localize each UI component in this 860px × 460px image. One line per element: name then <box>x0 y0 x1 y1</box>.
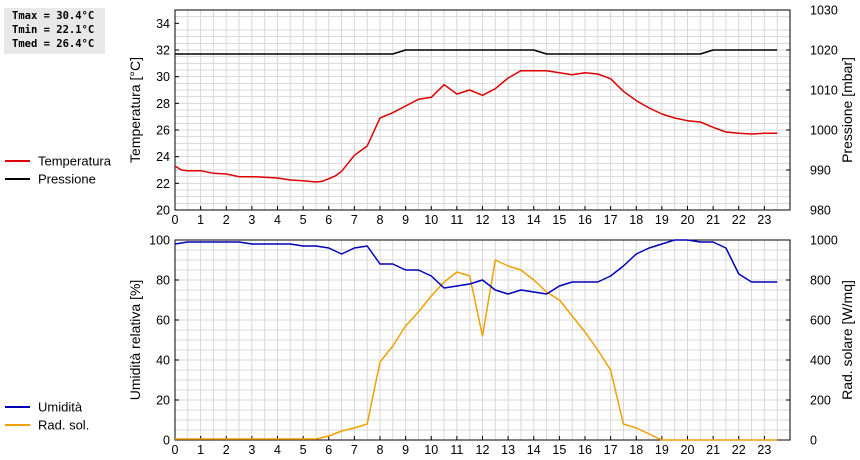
y-right-tick-label: 1000 <box>810 124 838 138</box>
stats-box: Tmax = 30.4°C Tmin = 22.1°C Tmed = 26.4°… <box>4 8 105 54</box>
tmax-text: Tmax = 30.4°C <box>12 10 95 22</box>
x-tick-label: 14 <box>527 443 541 457</box>
x-tick-label: 13 <box>501 213 515 227</box>
x-tick-label: 19 <box>655 213 669 227</box>
y-left-tick-label: 100 <box>149 234 170 248</box>
y-left-tick-label: 28 <box>156 97 170 111</box>
rad-sol-series-line <box>175 259 778 441</box>
tmin-text: Tmin = 22.1°C <box>12 24 95 36</box>
x-tick-label: 23 <box>757 443 771 457</box>
x-tick-label: 11 <box>450 443 463 457</box>
x-tick-label: 9 <box>402 213 409 227</box>
umidit-series-line <box>174 239 778 295</box>
x-tick-label: 11 <box>450 213 463 227</box>
y-right-tick-label: 200 <box>810 394 831 408</box>
y-left-tick-label: 40 <box>156 354 170 368</box>
y-left-tick-label: 26 <box>156 124 170 138</box>
x-tick-label: 3 <box>248 443 255 457</box>
x-tick-label: 10 <box>424 213 438 227</box>
legend-label-temperatura: Temperatura <box>38 154 112 169</box>
hum-left-axis-label: Umidità relativa [%] <box>127 280 143 401</box>
y-left-tick-label: 80 <box>156 274 170 288</box>
x-tick-label: 6 <box>325 443 332 457</box>
y-left-tick-label: 0 <box>163 434 170 448</box>
x-tick-label: 5 <box>300 443 307 457</box>
x-tick-label: 13 <box>501 443 515 457</box>
y-right-tick-label: 600 <box>810 314 831 328</box>
x-tick-label: 22 <box>732 443 746 457</box>
y-left-tick-label: 30 <box>156 70 170 84</box>
x-tick-label: 0 <box>172 213 179 227</box>
x-tick-label: 16 <box>578 443 592 457</box>
temp-right-axis-label: Pressione [mbar] <box>839 57 855 163</box>
y-right-tick-label: 1030 <box>810 4 838 18</box>
legend-bottom: Umidità Rad. sol. <box>5 400 89 433</box>
y-right-tick-label: 1010 <box>810 84 838 98</box>
x-tick-label: 19 <box>655 443 669 457</box>
x-tick-label: 0 <box>172 443 179 457</box>
y-right-tick-label: 990 <box>810 164 831 178</box>
x-tick-label: 9 <box>402 443 409 457</box>
temp-grid <box>175 10 790 210</box>
x-tick-label: 18 <box>629 213 643 227</box>
x-tick-label: 22 <box>732 213 746 227</box>
x-tick-label: 7 <box>351 213 358 227</box>
y-left-tick-label: 34 <box>156 17 170 31</box>
x-tick-label: 6 <box>325 213 332 227</box>
legend-label-pressione: Pressione <box>38 172 96 187</box>
legend-label-rad-sol: Rad. sol. <box>38 418 89 433</box>
x-tick-label: 21 <box>706 213 720 227</box>
y-left-tick-label: 60 <box>156 314 170 328</box>
x-tick-label: 1 <box>197 443 204 457</box>
y-left-tick-label: 32 <box>156 44 170 58</box>
x-tick-label: 21 <box>706 443 720 457</box>
temperatura-series-line <box>174 69 778 183</box>
x-tick-label: 17 <box>604 443 618 457</box>
x-tick-label: 10 <box>424 443 438 457</box>
tmed-text: Tmed = 26.4°C <box>12 38 95 50</box>
y-left-tick-label: 20 <box>156 394 170 408</box>
y-left-tick-label: 20 <box>156 204 170 218</box>
legend-top: Temperatura Pressione <box>5 154 112 187</box>
x-tick-label: 15 <box>552 213 566 227</box>
x-tick-label: 12 <box>476 443 490 457</box>
x-tick-label: 20 <box>681 443 695 457</box>
y-right-tick-label: 800 <box>810 274 831 288</box>
y-right-tick-label: 400 <box>810 354 831 368</box>
y-right-tick-label: 1000 <box>810 234 838 248</box>
x-tick-label: 18 <box>629 443 643 457</box>
x-tick-label: 14 <box>527 213 541 227</box>
y-left-tick-label: 24 <box>156 150 170 164</box>
y-right-tick-label: 980 <box>810 204 831 218</box>
temp-left-axis-label: Temperatura [°C] <box>127 57 143 163</box>
x-tick-label: 5 <box>300 213 307 227</box>
pressione-series-line <box>175 49 778 55</box>
x-tick-label: 7 <box>351 443 358 457</box>
x-tick-label: 1 <box>197 213 204 227</box>
y-left-tick-label: 22 <box>156 177 170 191</box>
x-tick-label: 2 <box>223 213 230 227</box>
legend-label-umidit: Umidità <box>38 400 83 415</box>
temperature-pressure-chart: 0 1 2 3 4 5 6 7 8 9 10 11 12 13 14 15 16 17 18 19 20 21 22 2320… <box>127 4 855 228</box>
x-tick-label: 4 <box>274 443 281 457</box>
y-right-tick-label: 0 <box>810 434 817 448</box>
x-tick-label: 15 <box>552 443 566 457</box>
x-tick-label: 8 <box>377 443 384 457</box>
y-right-tick-label: 1020 <box>810 44 838 58</box>
hum-right-axis-label: Rad. solare [W/mq] <box>839 280 855 400</box>
x-tick-label: 2 <box>223 443 230 457</box>
x-tick-label: 20 <box>681 213 695 227</box>
x-tick-label: 3 <box>248 213 255 227</box>
x-tick-label: 17 <box>604 213 618 227</box>
x-tick-label: 8 <box>377 213 384 227</box>
x-tick-label: 23 <box>757 213 771 227</box>
x-tick-label: 4 <box>274 213 281 227</box>
x-tick-label: 16 <box>578 213 592 227</box>
x-tick-label: 12 <box>476 213 490 227</box>
hum-grid <box>175 240 790 440</box>
humidity-radiation-chart: 0 1 2 3 4 5 6 7 8 9 10 11 12 13 14 15 16 17 18 19 20 21 22 2302… <box>127 234 855 458</box>
